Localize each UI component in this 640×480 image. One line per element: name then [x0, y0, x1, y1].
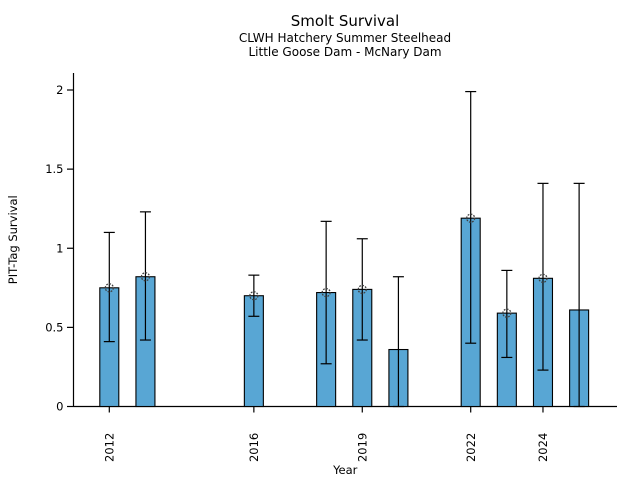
chart-title: Smolt Survival [290, 12, 400, 30]
survival-marker-2013 [140, 272, 151, 282]
x-tick-label: 2016 [247, 433, 261, 462]
chart-subtitle-line1: CLWH Hatchery Summer Steelhead [238, 31, 452, 45]
y-tick-label: 0 [56, 400, 63, 414]
y-tick-label: 2 [56, 83, 63, 97]
y-tick-label: 0.5 [45, 320, 63, 334]
y-tick-label: 1 [56, 241, 63, 255]
chart-subtitle-line2: Little Goose Dam - McNary Dam [248, 45, 442, 59]
survival-marker-2019 [357, 284, 367, 295]
x-tick-label: 2024 [536, 433, 550, 462]
survival-marker-2018 [321, 287, 331, 298]
survival-marker-2016 [249, 291, 259, 301]
survival-marker-2022 [466, 213, 476, 223]
y-axis-label: PIT-Tag Survival [6, 195, 20, 284]
x-axis-label: Year [332, 463, 358, 477]
survival-marker-2012 [104, 283, 114, 293]
y-tick-label: 1.5 [45, 162, 63, 176]
chart-header: Smolt Survival CLWH Hatchery Summer Stee… [73, 12, 617, 59]
survival-marker-2024 [538, 273, 548, 283]
x-tick-label: 2012 [103, 433, 117, 462]
survival-marker-2023 [502, 308, 512, 318]
x-tick-label: 2019 [355, 433, 369, 462]
x-tick-label: 2022 [464, 433, 478, 462]
